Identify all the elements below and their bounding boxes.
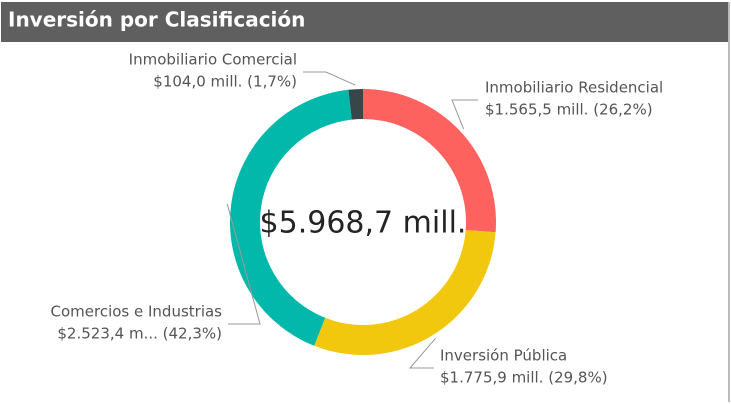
chart-title: Inversión por Clasificación — [8, 8, 305, 32]
leader-line — [451, 99, 478, 130]
right-border — [728, 2, 730, 402]
slice-label: Comercios e Industrias — [51, 303, 223, 321]
donut-slice — [314, 229, 496, 355]
slice-value-label: $2.523,4 m... (42,3%) — [57, 325, 222, 343]
leader-line — [408, 337, 437, 369]
leader-line — [226, 203, 261, 325]
header-bar — [1, 2, 728, 42]
leader-line — [303, 71, 356, 86]
center-total: $5.968,7 mill. — [260, 206, 467, 241]
slice-value-label: $1.565,5 mill. (26,2%) — [485, 101, 653, 119]
slice-label: Inmobiliario Residencial — [485, 79, 663, 97]
slice-label: Inversión Pública — [440, 347, 567, 365]
donut-slice — [230, 89, 352, 346]
slice-value-label: $1.775,9 mill. (29,8%) — [440, 369, 608, 387]
donut-slice — [363, 89, 496, 233]
donut-slice — [348, 89, 363, 120]
slice-value-label: $104,0 mill. (1,7%) — [153, 73, 297, 91]
slice-label: Inmobiliario Comercial — [129, 51, 297, 69]
